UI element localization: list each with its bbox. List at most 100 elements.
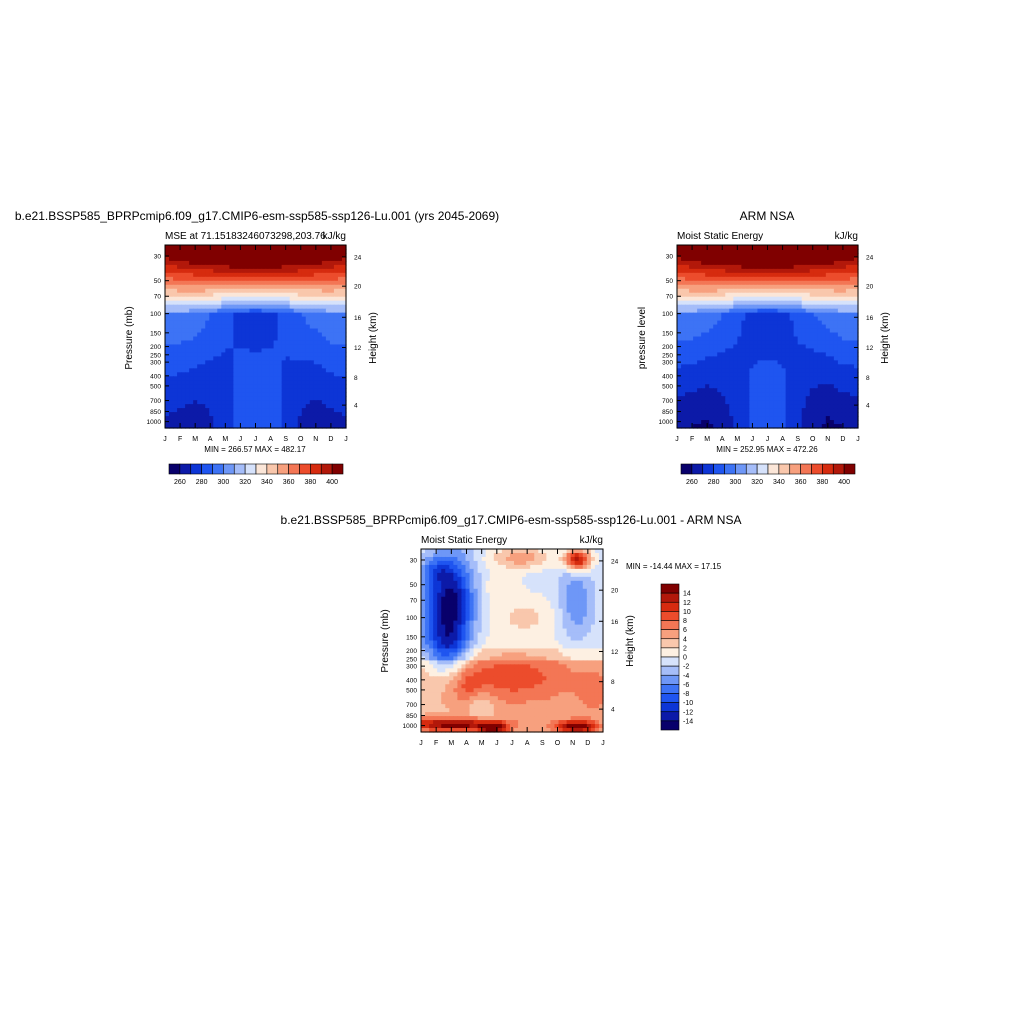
contour-cell bbox=[829, 404, 835, 409]
contour-cell bbox=[201, 292, 206, 298]
contour-cell bbox=[173, 396, 178, 401]
contour-cell bbox=[265, 260, 271, 266]
contour-cell bbox=[273, 332, 279, 338]
contour-cell bbox=[165, 296, 170, 302]
contour-cell bbox=[481, 572, 487, 578]
contour-cell bbox=[749, 328, 755, 334]
contour-cell bbox=[169, 420, 174, 425]
contour-cell bbox=[785, 408, 791, 413]
contour-cell bbox=[197, 292, 202, 298]
contour-cell bbox=[753, 248, 759, 254]
contour-cell bbox=[685, 316, 690, 322]
contour-cell bbox=[773, 312, 779, 318]
contour-cell bbox=[193, 268, 198, 274]
contour-cell bbox=[249, 280, 255, 286]
contour-cell bbox=[233, 276, 238, 282]
contour-cell bbox=[297, 424, 303, 429]
contour-cell bbox=[769, 292, 775, 298]
contour-cell bbox=[745, 264, 750, 270]
contour-cell bbox=[509, 572, 515, 578]
contour-cell bbox=[757, 280, 763, 286]
contour-cell bbox=[325, 412, 331, 417]
contour-cell bbox=[773, 384, 779, 389]
contour-cell bbox=[293, 400, 299, 405]
contour-cell bbox=[337, 408, 343, 413]
contour-cell bbox=[721, 260, 726, 266]
contour-cell bbox=[582, 560, 588, 566]
contour-cell bbox=[201, 388, 206, 393]
contour-cell bbox=[817, 356, 823, 361]
contour-cell bbox=[177, 324, 182, 330]
contour-cell bbox=[590, 564, 596, 570]
contour-cell bbox=[241, 352, 247, 357]
contour-cell bbox=[554, 580, 560, 586]
contour-cell bbox=[177, 280, 182, 286]
contour-cell bbox=[321, 268, 327, 274]
contour-cell bbox=[221, 348, 226, 354]
contour-cell bbox=[237, 396, 243, 401]
contour-cell bbox=[697, 316, 702, 322]
contour-cell bbox=[305, 356, 311, 361]
contour-cell bbox=[321, 400, 327, 405]
contour-cell bbox=[237, 400, 243, 405]
contour-cell bbox=[193, 248, 198, 254]
contour-cell bbox=[261, 248, 267, 254]
contour-cell bbox=[481, 588, 487, 594]
contour-cell bbox=[249, 320, 255, 326]
contour-cell bbox=[305, 372, 311, 377]
contour-cell bbox=[697, 420, 702, 425]
contour-cell bbox=[590, 588, 596, 594]
contour-cell bbox=[233, 332, 238, 338]
contour-cell bbox=[813, 356, 819, 361]
contour-cell bbox=[209, 252, 214, 258]
contour-cell bbox=[221, 304, 226, 310]
contour-cell bbox=[789, 300, 795, 306]
contour-cell bbox=[769, 252, 775, 258]
contour-cell bbox=[269, 340, 275, 346]
contour-cell bbox=[781, 400, 787, 405]
contour-cell bbox=[725, 336, 730, 342]
contour-cell bbox=[509, 568, 515, 574]
contour-cell bbox=[689, 420, 694, 425]
contour-cell bbox=[261, 388, 267, 393]
contour-cell bbox=[801, 296, 807, 302]
contour-cell bbox=[685, 332, 690, 338]
contour-cell bbox=[769, 384, 775, 389]
contour-cell bbox=[209, 400, 214, 405]
contour-cell bbox=[701, 308, 706, 314]
contour-cell bbox=[841, 396, 847, 401]
contour-cell bbox=[257, 336, 263, 342]
contour-cell bbox=[717, 400, 722, 405]
contour-cell bbox=[685, 280, 690, 286]
contour-cell bbox=[205, 392, 210, 397]
contour-cell bbox=[189, 312, 194, 318]
contour-cell bbox=[229, 356, 234, 361]
contour-cell bbox=[285, 412, 291, 417]
contour-cell bbox=[169, 396, 174, 401]
contour-cell bbox=[165, 292, 170, 298]
contour-cell bbox=[329, 276, 335, 282]
contour-cell bbox=[265, 272, 271, 278]
contour-cell bbox=[285, 296, 291, 302]
contour-cell bbox=[705, 404, 710, 409]
contour-cell bbox=[249, 360, 255, 365]
contour-cell bbox=[237, 360, 243, 365]
contour-cell bbox=[321, 408, 327, 413]
contour-cell bbox=[837, 316, 843, 322]
contour-cell bbox=[757, 336, 763, 342]
contour-cell bbox=[225, 280, 230, 286]
contour-cell bbox=[681, 356, 686, 361]
contour-cell bbox=[709, 252, 714, 258]
contour-cell bbox=[165, 272, 170, 278]
contour-cell bbox=[713, 360, 718, 365]
colorbar-box bbox=[832, 463, 845, 475]
contour-cell bbox=[213, 280, 218, 286]
contour-cell bbox=[845, 384, 851, 389]
contour-cell bbox=[333, 344, 339, 350]
contour-cell bbox=[594, 580, 600, 586]
contour-cell bbox=[185, 360, 190, 365]
contour-cell bbox=[761, 336, 767, 342]
contour-cell bbox=[257, 296, 263, 302]
contour-cell bbox=[309, 308, 315, 314]
contour-cell bbox=[837, 424, 843, 429]
